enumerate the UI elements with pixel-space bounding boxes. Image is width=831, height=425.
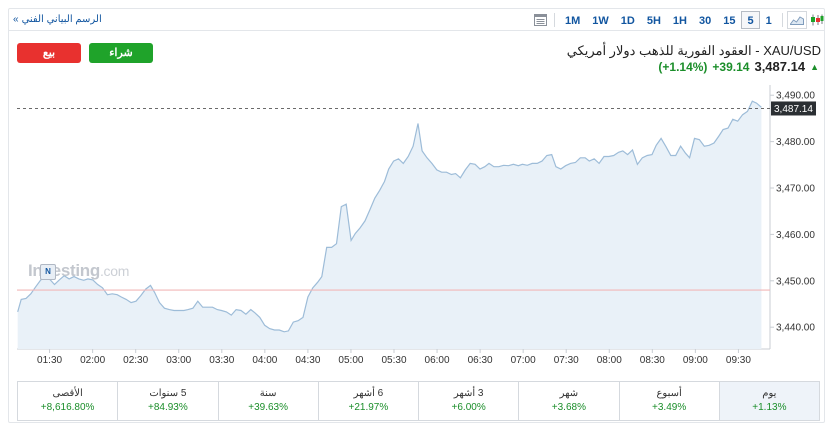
performance-strip: الأقصى +8,616.80% 5 سنوات +84.93% سنة +39.6… — [17, 381, 820, 421]
technical-chart-link-label: الرسم البياني الفني — [21, 14, 102, 25]
perf-label: شهر — [559, 388, 579, 399]
up-arrow-icon: ▲ — [810, 61, 819, 72]
watermark-suffix: .com — [99, 263, 130, 279]
period-1h[interactable]: 1H — [672, 15, 687, 27]
perf-1-week[interactable]: أسبوع +3.49% — [620, 382, 720, 420]
candlestick-icon[interactable] — [807, 11, 827, 29]
period-1w[interactable]: 1W — [592, 15, 609, 27]
double-chevron-icon: » — [13, 14, 19, 25]
period-30[interactable]: 30 — [698, 15, 712, 27]
period-5h[interactable]: 5H — [646, 15, 661, 27]
perf-label: سنة — [259, 388, 277, 399]
perf-value: +84.93% — [147, 402, 188, 413]
perf-label: 3 أشهر — [453, 388, 484, 399]
area-chart-icon[interactable] — [786, 11, 807, 29]
perf-label: 5 سنوات — [149, 388, 187, 399]
instrument-title: XAU/USD - العقود الفورية للذهب دولار أمر… — [566, 43, 821, 58]
period-1d[interactable]: 1D — [620, 15, 635, 27]
perf-value: +1.13% — [752, 402, 787, 413]
perf-value: +3.68% — [551, 402, 586, 413]
period-5[interactable]: 5 — [741, 11, 760, 29]
perf-label: 6 أشهر — [353, 388, 384, 399]
perf-label: الأقصى — [52, 388, 83, 399]
perf-value: +6.00% — [451, 402, 486, 413]
price-change-percent: (+1.14%) — [658, 59, 708, 74]
period-15[interactable]: 15 — [723, 15, 736, 27]
news-badge-icon[interactable]: N — [40, 264, 56, 280]
perf-label: يوم — [762, 388, 777, 399]
sell-button[interactable]: بيع — [17, 43, 81, 63]
perf-5-years[interactable]: 5 سنوات +84.93% — [118, 382, 219, 420]
toolbar-divider — [781, 13, 783, 27]
perf-1-month[interactable]: شهر +3.68% — [519, 382, 620, 420]
chart-toolbar: الرسم البياني الفني » 1M 1W 1D 5H 1H 30 … — [9, 9, 824, 31]
perf-value: +3.49% — [652, 402, 687, 413]
toolbar-divider — [554, 13, 555, 27]
watermark-brand: Investing — [28, 261, 100, 280]
perf-6-months[interactable]: 6 أشهر +21.97% — [319, 382, 419, 420]
period-selector: 1M 1W 1D 5H 1H 30 15 5 1 — [530, 11, 827, 29]
period-1m[interactable]: 1M — [565, 15, 581, 27]
perf-value: +8,616.80% — [40, 402, 95, 413]
perf-value: +39.63% — [248, 402, 288, 413]
perf-1-year[interactable]: سنة +39.63% — [219, 382, 319, 420]
chart-widget-frame — [8, 8, 825, 423]
table-icon[interactable] — [530, 11, 550, 29]
period-1[interactable]: 1 — [765, 15, 772, 27]
perf-3-months[interactable]: 3 أشهر +6.00% — [419, 382, 520, 420]
technical-chart-link[interactable]: الرسم البياني الفني » — [13, 14, 102, 25]
buy-button[interactable]: شراء — [89, 43, 153, 63]
price-change: +39.14 — [712, 59, 750, 74]
perf-max[interactable]: الأقصى +8,616.80% — [18, 382, 119, 420]
perf-1-day[interactable]: يوم +1.13% — [719, 382, 819, 420]
price-row: (+1.14%) +39.14 3,487.14 ▲ — [658, 59, 819, 74]
perf-value: +21.97% — [348, 402, 389, 413]
last-price: 3,487.14 — [754, 59, 806, 74]
perf-label: أسبوع — [656, 388, 682, 399]
